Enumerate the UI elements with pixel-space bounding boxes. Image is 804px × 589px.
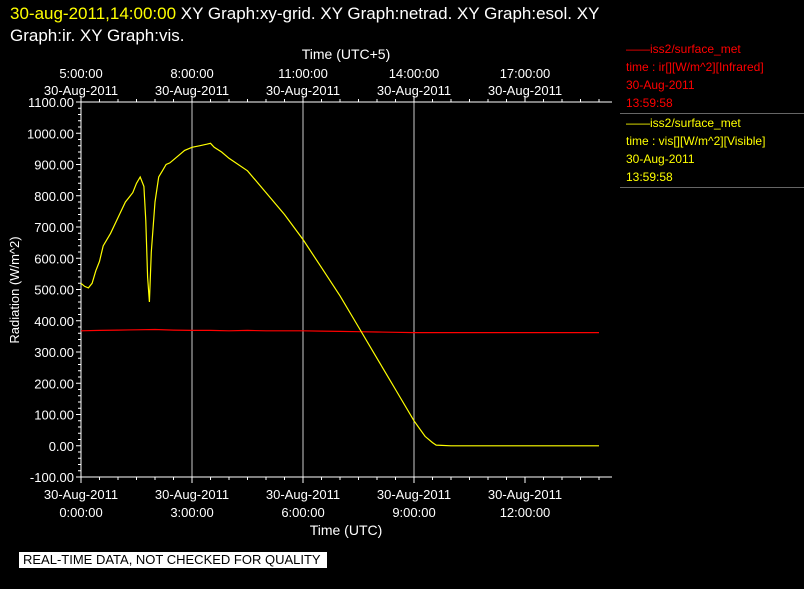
x2-tick-label-date: 30-Aug-2011 [266,83,340,98]
legend: ——iss2/surface_met time : ir[][W/m^2][In… [620,40,804,188]
grid-layer [191,102,415,477]
legend-ir-source: ——iss2/surface_met [626,42,741,56]
x-tick-label-date: 30-Aug-2011 [266,487,340,502]
x-axis-title: Time (UTC) [310,522,383,538]
series-line-vis [80,142,599,447]
x2-tick-label-date: 30-Aug-2011 [488,83,562,98]
legend-vis-swatch: —— [626,116,650,130]
legend-vis-time: 13:59:58 [626,170,673,184]
legend-vis: ——iss2/surface_met time : vis[][W/m^2][V… [620,114,804,188]
y-tick-label: -100.00 [30,470,74,485]
x2-tick-label-time: 17:00:00 [500,66,551,81]
series-layer [80,142,599,447]
axes-layer [76,96,612,483]
y-tick-label: 1000.00 [27,126,74,141]
y-tick-label: 500.00 [34,283,74,298]
y-tick-label: 900.00 [34,158,74,173]
y-tick-label: 200.00 [34,376,74,391]
x-tick-label-date: 30-Aug-2011 [44,487,118,502]
x-tick-label-time: 9:00:00 [392,505,435,520]
header-graph-list: XY Graph:xy-grid. XY Graph:netrad. XY Gr… [10,4,600,45]
x2-tick-label-time: 11:00:00 [278,66,328,81]
legend-vis-source: ——iss2/surface_met [626,116,741,130]
y-tick-label: 300.00 [34,345,74,360]
x2-axis-title: Time (UTC+5) [302,46,391,62]
x-tick-label-date: 30-Aug-2011 [377,487,451,502]
y-axis-title: Radiation (W/m^2) [7,236,22,343]
header-timestamp: 30-aug-2011,14:00:00 [10,4,177,23]
legend-ir-date: 30-Aug-2011 [626,78,695,92]
x-tick-label-date: 30-Aug-2011 [488,487,562,502]
legend-ir-variable: time : ir[][W/m^2][Infrared] [626,60,764,74]
x-tick-label-time: 6:00:00 [281,505,324,520]
series-line-ir [80,328,599,334]
legend-ir: ——iss2/surface_met time : ir[][W/m^2][In… [620,40,804,114]
legend-vis-variable: time : vis[][W/m^2][Visible] [626,134,766,148]
y-tick-label: 400.00 [34,314,74,329]
x2-tick-label-time: 5:00:00 [59,66,102,81]
y-tick-label: 700.00 [34,220,74,235]
y-tick-label: 1100.00 [28,95,74,110]
y-tick-label: 0.00 [49,439,74,454]
x2-tick-label-date: 30-Aug-2011 [377,83,451,98]
y-tick-label: 100.00 [34,408,74,423]
x-tick-label-time: 12:00:00 [500,505,551,520]
quality-disclaimer: REAL-TIME DATA, NOT CHECKED FOR QUALITY [19,552,327,568]
x-tick-label-date: 30-Aug-2011 [155,487,229,502]
legend-vis-date: 30-Aug-2011 [626,152,695,166]
y-tick-label: 800.00 [34,189,74,204]
y-tick-label: 600.00 [34,251,74,266]
x2-tick-label-time: 8:00:00 [170,66,213,81]
x2-tick-label-date: 30-Aug-2011 [44,83,118,98]
labels-layer: 1100.00 1000.00 900.00 800.00 700.00 600.00 50… [7,46,562,538]
legend-ir-swatch: —— [626,42,650,56]
x2-tick-label-time: 14:00:00 [389,66,440,81]
graph-header: 30-aug-2011,14:00:00 XY Graph:xy-grid. X… [10,3,610,47]
x-tick-label-time: 0:00:00 [59,505,102,520]
x2-tick-label-date: 30-Aug-2011 [155,83,229,98]
legend-ir-time: 13:59:58 [626,96,673,110]
x-tick-label-time: 3:00:00 [170,505,213,520]
